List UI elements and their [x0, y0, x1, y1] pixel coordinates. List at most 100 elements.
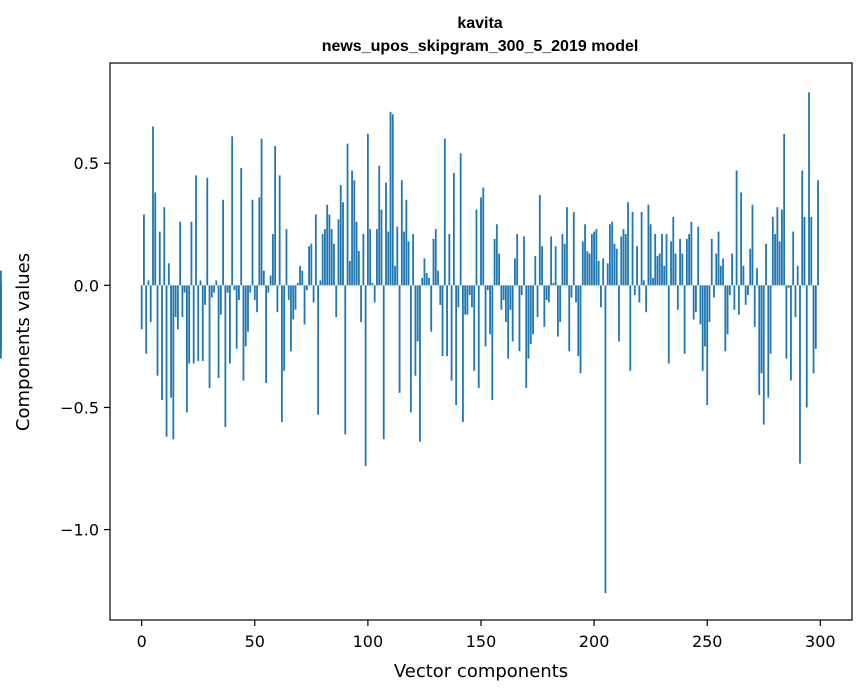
bar: [769, 285, 772, 354]
bar: [0, 285, 2, 320]
bar: [774, 234, 776, 286]
bar: [799, 285, 801, 464]
bar: [152, 126, 154, 286]
bar: [278, 175, 281, 286]
bar: [516, 234, 519, 286]
bar: [247, 285, 249, 332]
bar: [165, 285, 168, 437]
bar: [486, 285, 489, 291]
bar: [439, 285, 442, 305]
bar: [303, 285, 306, 325]
bar: [751, 204, 754, 286]
bar: [590, 234, 593, 286]
bar: [452, 172, 455, 286]
bar: [801, 170, 804, 286]
bar: [204, 285, 206, 305]
bar: [744, 285, 747, 305]
bar: [649, 224, 652, 286]
bar: [161, 285, 163, 401]
bar: [244, 285, 247, 347]
bar: [265, 285, 267, 384]
bar: [389, 111, 392, 286]
bar: [477, 285, 480, 388]
bar: [294, 285, 297, 310]
bar: [405, 199, 408, 286]
bar: [814, 285, 817, 349]
y-tick-label: −0.5: [60, 398, 99, 417]
bar: [457, 285, 460, 308]
bar: [808, 92, 810, 286]
x-tick-label: 100: [353, 632, 384, 651]
bar: [812, 285, 815, 374]
bar: [292, 285, 295, 320]
bar: [575, 285, 577, 303]
bar: [215, 280, 218, 286]
bar: [441, 285, 444, 357]
bar: [414, 285, 417, 376]
bar: [547, 285, 550, 303]
bar: [778, 241, 781, 286]
bar: [330, 229, 333, 286]
bar: [353, 180, 356, 286]
bar: [471, 285, 473, 308]
bar: [561, 234, 564, 286]
bar: [652, 277, 654, 286]
bar: [710, 238, 713, 286]
bar: [722, 258, 724, 286]
bar: [339, 185, 342, 286]
bar: [615, 248, 618, 286]
bar: [552, 282, 555, 286]
bar: [219, 285, 222, 315]
bar: [391, 114, 394, 286]
bar: [333, 243, 335, 286]
bar: [681, 253, 684, 286]
bar: [658, 253, 661, 286]
bar: [269, 275, 272, 286]
bar: [599, 285, 602, 308]
bar: [396, 226, 399, 286]
bar: [685, 238, 688, 286]
bar: [256, 285, 258, 313]
bar: [473, 285, 476, 371]
bar: [776, 207, 779, 286]
bar: [305, 285, 308, 291]
bar: [642, 280, 645, 286]
bar: [502, 285, 505, 300]
plot-frame: [109, 62, 853, 621]
bar: [482, 187, 485, 286]
bar: [251, 199, 254, 286]
bar: [765, 243, 767, 286]
bar: [785, 285, 788, 359]
bar: [753, 285, 756, 327]
bar: [749, 248, 752, 286]
bar: [253, 285, 256, 300]
bar: [283, 285, 286, 371]
bar: [188, 285, 191, 364]
bar: [762, 285, 765, 425]
bar: [238, 285, 240, 300]
bar: [145, 285, 148, 354]
bar: [308, 246, 310, 286]
bar: [434, 229, 437, 286]
bar: [627, 202, 629, 286]
bar: [143, 214, 145, 286]
bar: [715, 253, 718, 286]
bar: [419, 285, 421, 442]
bar: [581, 241, 584, 286]
bar: [579, 285, 582, 374]
bar: [407, 241, 410, 286]
y-axis-label: Components values: [13, 253, 34, 431]
bar: [312, 285, 315, 303]
bar: [679, 238, 681, 286]
bar: [688, 234, 691, 286]
bar: [369, 229, 372, 286]
bar: [179, 221, 182, 286]
bar: [724, 285, 727, 352]
bar: [620, 236, 623, 286]
bar: [742, 265, 745, 286]
bar: [670, 241, 672, 286]
bar: [622, 229, 625, 286]
bar: [423, 258, 426, 286]
bar: [233, 285, 236, 291]
bar: [595, 229, 598, 286]
